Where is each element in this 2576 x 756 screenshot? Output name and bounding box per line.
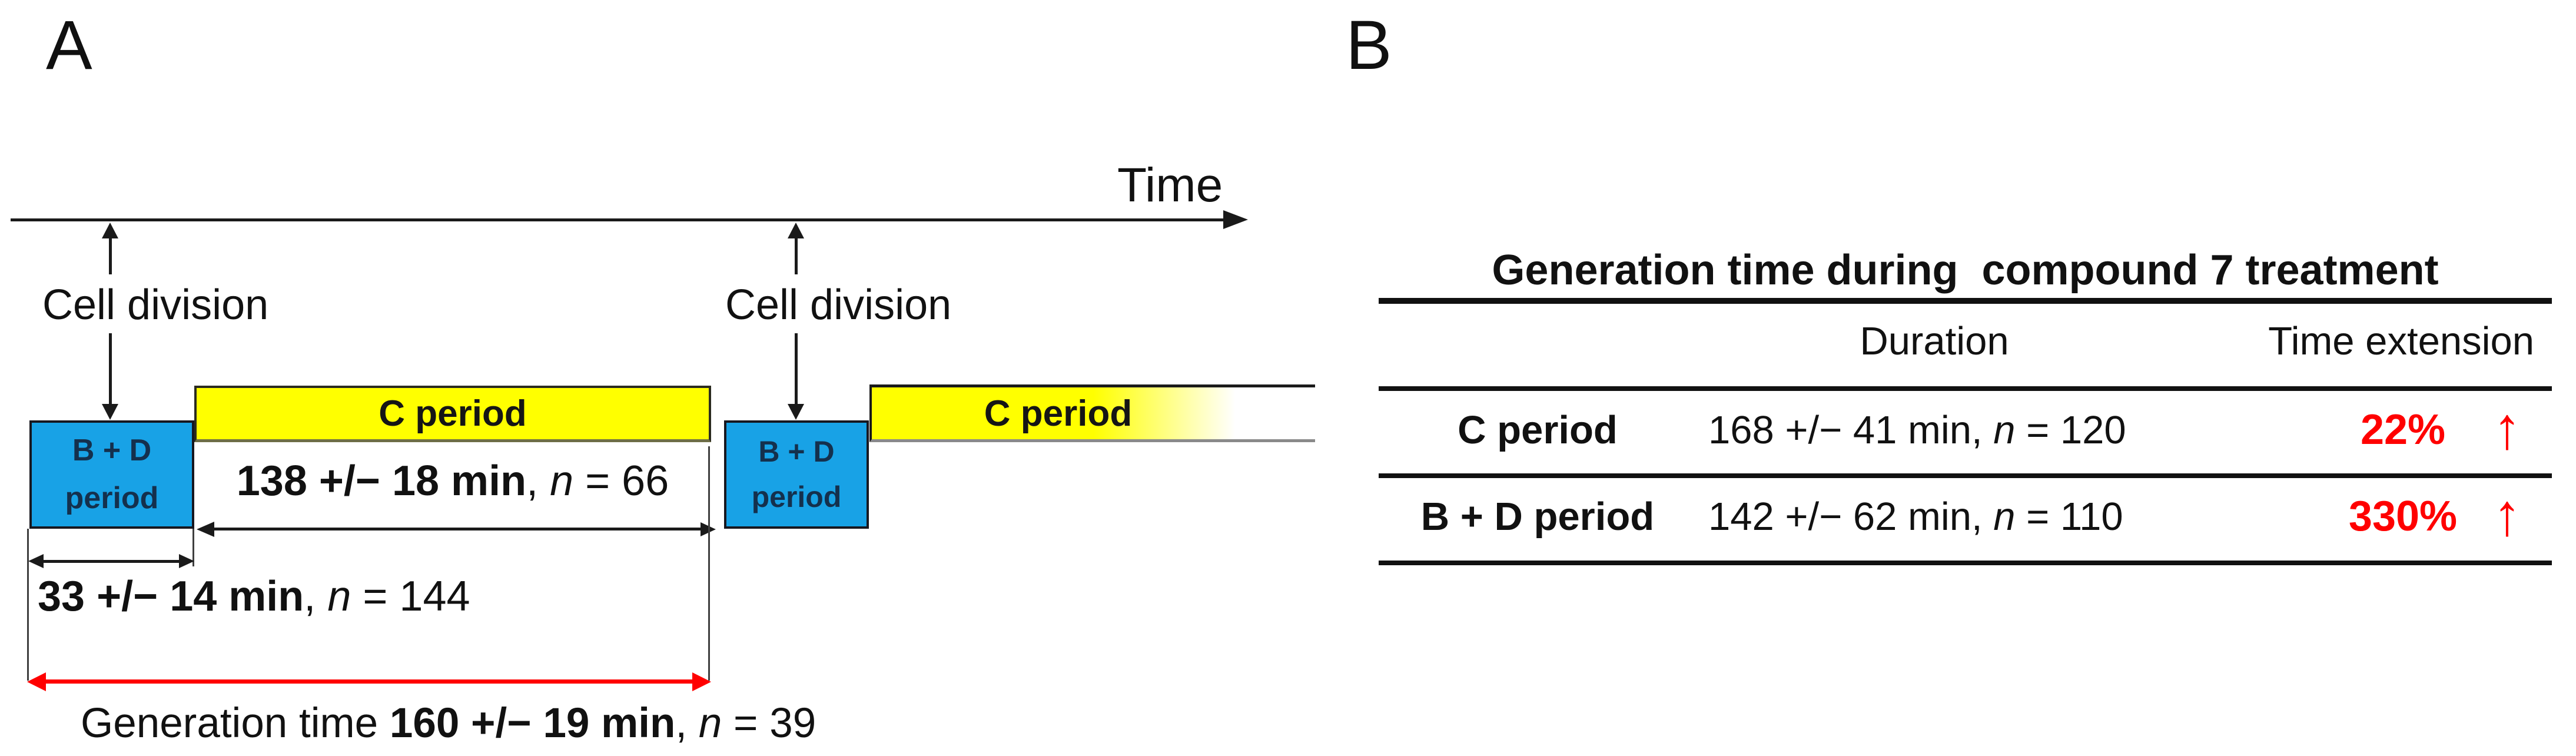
bd-period-line1: B + D	[72, 433, 152, 468]
row-name: B + D period	[1420, 495, 1655, 539]
n-value: = 144	[351, 573, 470, 620]
panel-a-label: A	[46, 6, 92, 84]
row-duration: 142 +/− 62 min, n = 110	[1708, 494, 2123, 539]
n-value: = 39	[722, 700, 816, 747]
c-period-box-right: C period	[869, 384, 1315, 442]
column-header-time-extension: Time extension	[2268, 319, 2534, 363]
red-up-arrow-icon: ↑	[2493, 395, 2521, 462]
n-symbol: n	[1993, 408, 2016, 452]
bd-period-measurement: 33 +/− 14 min, n = 144	[38, 573, 470, 620]
red-left-arrowhead-icon	[27, 672, 46, 691]
generation-value: 160 +/− 19 min	[389, 700, 676, 747]
c-period-measurement: 138 +/− 18 min, n = 66	[194, 457, 711, 505]
n-symbol: n	[1993, 495, 2016, 539]
separator: ,	[304, 573, 328, 620]
n-symbol: n	[550, 457, 574, 505]
n-symbol: n	[327, 573, 351, 620]
down-arrowhead-icon	[102, 404, 118, 420]
left-arrowhead-icon	[197, 522, 214, 537]
extender-line-mid	[192, 529, 194, 566]
up-arrowhead-icon	[102, 223, 118, 238]
table-rule-top	[1379, 298, 2552, 304]
bd-period-line1: B + D	[758, 435, 835, 468]
measure-arrow-line	[212, 528, 702, 530]
generation-time-table: Generation time during compound 7 treatm…	[1379, 0, 2552, 648]
row-duration: 168 +/− 41 min, n = 120	[1708, 407, 2126, 453]
down-arrow-line	[109, 333, 112, 405]
red-arrow-line	[44, 679, 693, 684]
bd-period-line2: period	[751, 480, 842, 513]
bd-measure-value: 33 +/− 14 min	[38, 573, 304, 620]
down-arrowhead-icon	[788, 404, 804, 420]
time-axis-label: Time	[1117, 158, 1223, 212]
bd-period-line2: period	[65, 481, 159, 515]
up-arrowhead-icon	[788, 223, 804, 238]
extender-line-right	[708, 446, 710, 681]
cell-division-label-right: Cell division	[725, 281, 952, 329]
c-period-label: C period	[379, 393, 527, 434]
row-extension-percent: 22%	[2360, 406, 2446, 453]
panel-b-label: B	[1346, 6, 1392, 84]
time-axis-arrowhead-icon	[1223, 210, 1248, 229]
bd-period-box-left: B + D period	[29, 420, 194, 529]
n-value: = 66	[573, 457, 669, 505]
table-rule-bottom	[1379, 561, 2552, 565]
c-measure-value: 138 +/− 18 min	[236, 457, 527, 505]
bd-period-box-right: B + D period	[724, 420, 869, 529]
time-axis-line	[11, 218, 1224, 221]
generation-time-measurement: Generation time 160 +/− 19 min, n = 39	[81, 700, 816, 747]
table-rule-mid	[1379, 473, 2552, 478]
separator: ,	[675, 700, 699, 747]
row-name: C period	[1458, 408, 1618, 452]
n-value: = 110	[2015, 495, 2123, 539]
n-value: = 120	[2015, 408, 2126, 452]
n-symbol: n	[698, 700, 722, 747]
c-period-box-left: C period	[194, 386, 711, 442]
extender-line-left	[27, 529, 29, 681]
generation-prefix: Generation time	[81, 700, 390, 747]
left-arrowhead-icon	[28, 554, 44, 568]
row-extension-percent: 330%	[2348, 493, 2458, 540]
column-header-duration: Duration	[1860, 319, 2009, 363]
red-up-arrow-icon: ↑	[2493, 482, 2521, 548]
up-arrow-line	[795, 232, 798, 274]
table-title: Generation time during compound 7 treatm…	[1492, 247, 2439, 294]
down-arrow-line	[795, 333, 798, 405]
c-period-label: C period	[984, 393, 1133, 434]
up-arrow-line	[109, 232, 112, 274]
separator: ,	[526, 457, 550, 505]
right-arrowhead-icon	[179, 554, 194, 568]
cell-division-label-left: Cell division	[42, 281, 269, 329]
red-right-arrowhead-icon	[692, 672, 711, 691]
table-rule-header	[1379, 386, 2552, 391]
duration-value: 142 +/− 62 min,	[1708, 495, 1994, 539]
measure-arrow-line	[44, 560, 179, 563]
duration-value: 168 +/− 41 min,	[1708, 408, 1994, 452]
